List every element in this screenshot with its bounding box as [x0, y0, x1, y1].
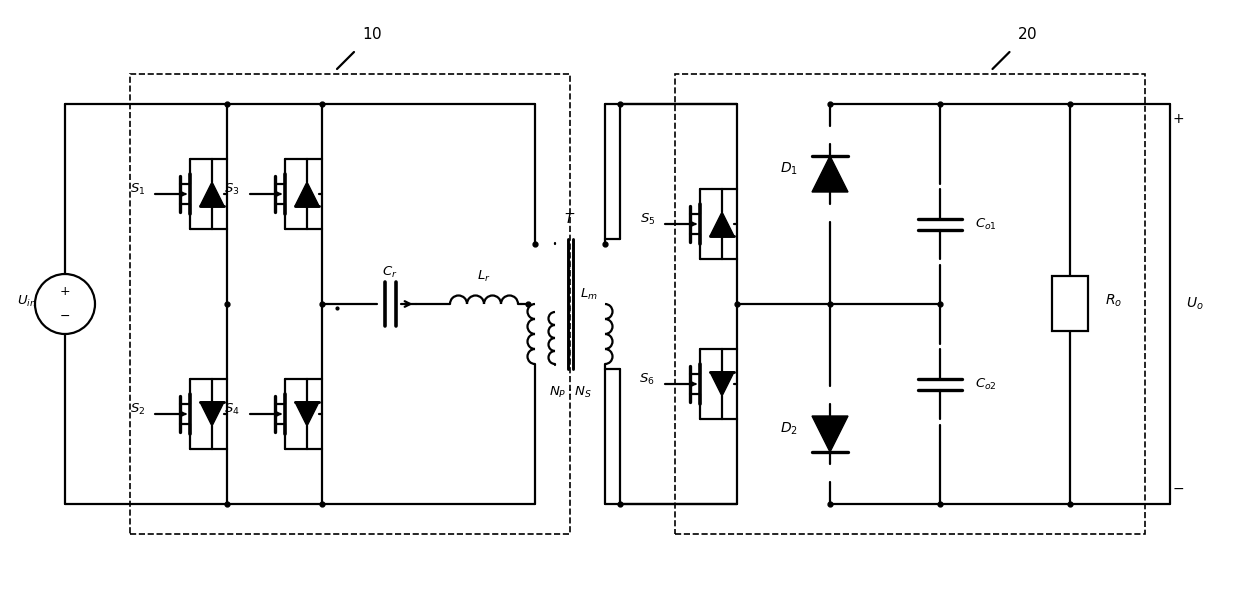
Text: $N_P:N_S$: $N_P:N_S$: [548, 385, 591, 400]
Text: $T$: $T$: [564, 212, 575, 226]
Text: +: +: [1172, 112, 1184, 126]
Polygon shape: [200, 182, 224, 206]
Text: $C_r$: $C_r$: [382, 265, 398, 280]
Text: $U_o$: $U_o$: [1187, 296, 1204, 312]
Text: −: −: [60, 309, 71, 323]
Text: $20$: $20$: [1017, 26, 1038, 42]
Text: $C_{o1}$: $C_{o1}$: [975, 216, 997, 231]
Text: $L_m$: $L_m$: [580, 286, 598, 301]
Text: $10$: $10$: [362, 26, 382, 42]
Text: $S_4$: $S_4$: [224, 402, 241, 417]
Text: $S_1$: $S_1$: [130, 181, 145, 196]
Text: −: −: [1172, 482, 1184, 496]
Bar: [675, 74, 1145, 534]
Text: $U_{in}$: $U_{in}$: [17, 294, 37, 309]
Bar: [1052, 277, 1087, 332]
Bar: [130, 74, 570, 534]
Polygon shape: [711, 372, 734, 396]
Polygon shape: [812, 156, 848, 192]
Text: $R_o$: $R_o$: [1105, 293, 1122, 309]
Text: $D_1$: $D_1$: [780, 161, 799, 177]
Polygon shape: [711, 212, 734, 236]
Polygon shape: [812, 416, 848, 452]
Polygon shape: [200, 402, 224, 426]
Polygon shape: [295, 402, 319, 426]
Text: $S_3$: $S_3$: [224, 181, 241, 196]
Text: $C_{o2}$: $C_{o2}$: [975, 376, 997, 391]
Polygon shape: [295, 182, 319, 206]
Text: $D_2$: $D_2$: [780, 421, 799, 437]
Text: +: +: [60, 286, 71, 298]
Text: $L_r$: $L_r$: [477, 268, 491, 283]
Text: $S_2$: $S_2$: [130, 402, 145, 417]
Text: $S_5$: $S_5$: [640, 211, 655, 226]
Text: $S_6$: $S_6$: [640, 371, 655, 387]
